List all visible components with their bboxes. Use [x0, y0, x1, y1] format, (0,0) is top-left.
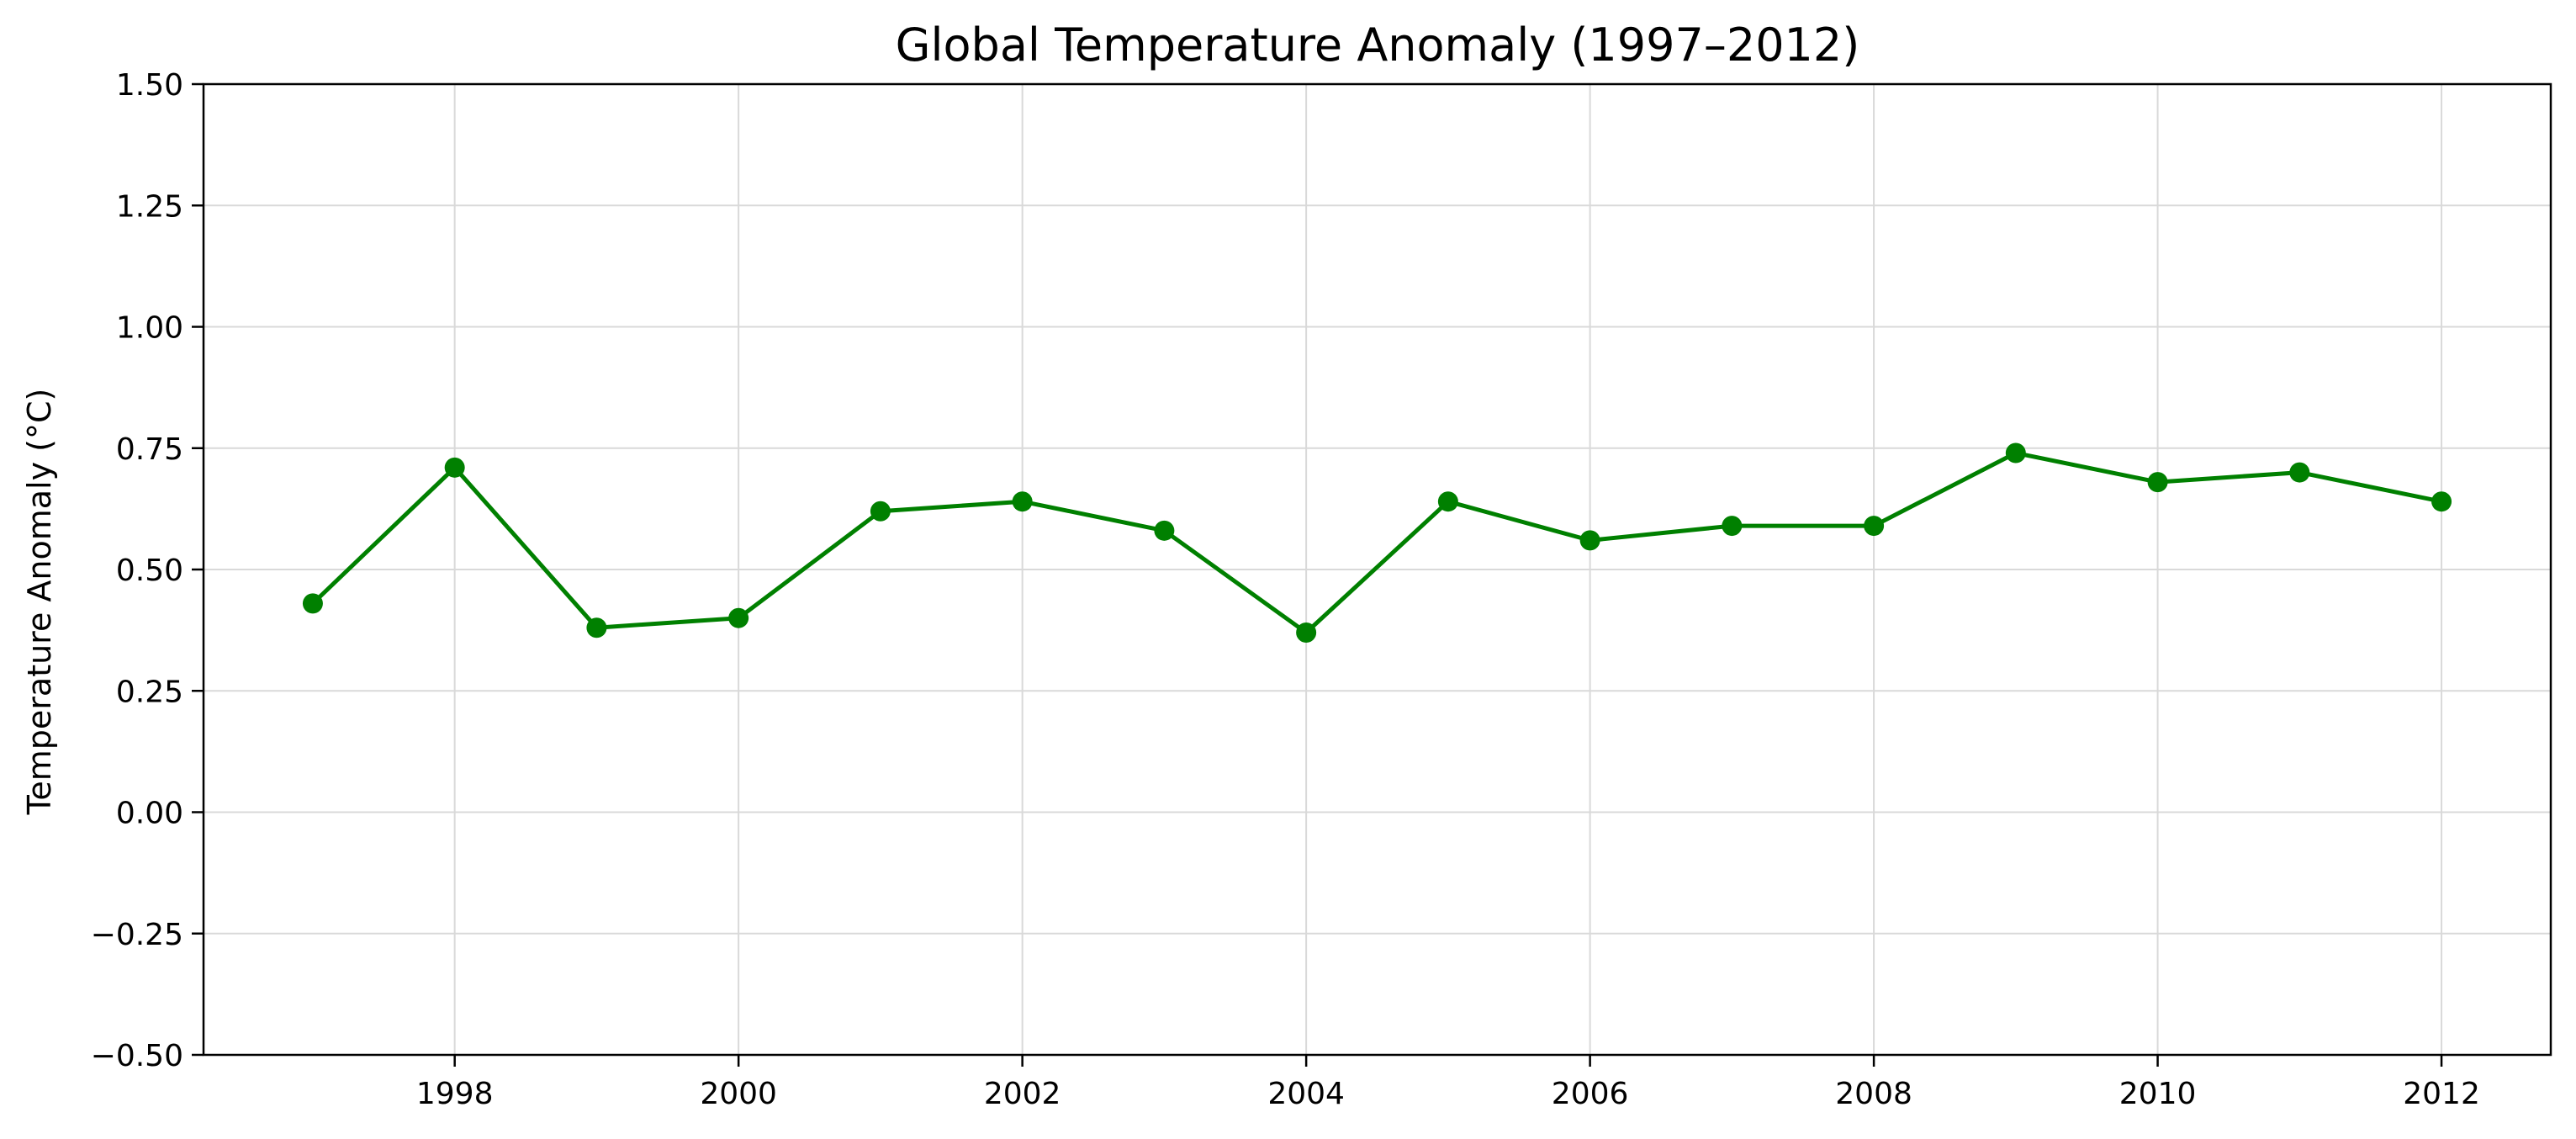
data-point [728, 607, 749, 628]
y-tick-label: 0.50 [116, 554, 183, 588]
data-point [302, 593, 323, 614]
data-point [1864, 516, 1885, 537]
series-layer [302, 442, 2452, 644]
data-point [2147, 472, 2168, 493]
x-tick-label: 2000 [700, 1077, 777, 1111]
data-point [444, 457, 465, 478]
y-tick-label: 0.75 [116, 432, 183, 467]
y-tick-label: 0.25 [116, 675, 183, 709]
data-point [2289, 462, 2310, 483]
x-tick-label: 2008 [1835, 1077, 1912, 1111]
x-tick-label: 2002 [984, 1077, 1061, 1111]
chart-title: Global Temperature Anomaly (1997–2012) [896, 19, 1860, 72]
data-point [586, 617, 607, 638]
y-tick-label: 1.50 [116, 68, 183, 103]
y-tick-label: 1.00 [116, 311, 183, 346]
data-point [1579, 530, 1600, 551]
y-tick-label: 0.00 [116, 797, 183, 831]
x-tick-label: 2010 [2119, 1077, 2197, 1111]
axis-ticks: −0.50 −0.25 0.00 0.25 0.50 0.75 1.00 1.25 1.50 19… [91, 68, 2480, 1111]
data-point [1012, 491, 1033, 512]
y-tick-label: 1.25 [116, 189, 183, 224]
x-tick-label: 1998 [416, 1077, 494, 1111]
data-point [1722, 516, 1743, 537]
data-point [1296, 622, 1317, 644]
y-axis-label: Temperature Anomaly (°C) [21, 389, 58, 816]
data-point [2005, 442, 2026, 464]
y-tick-label: −0.50 [91, 1039, 183, 1073]
x-tick-label: 2006 [1552, 1077, 1629, 1111]
series-line [311, 451, 2442, 635]
y-tick-label: −0.25 [91, 918, 183, 952]
data-point [1154, 520, 1175, 541]
data-point [2431, 491, 2452, 512]
data-point [870, 501, 891, 522]
x-tick-label: 2004 [1267, 1077, 1345, 1111]
x-tick-label: 2012 [2403, 1077, 2480, 1111]
data-point [1437, 491, 1458, 512]
